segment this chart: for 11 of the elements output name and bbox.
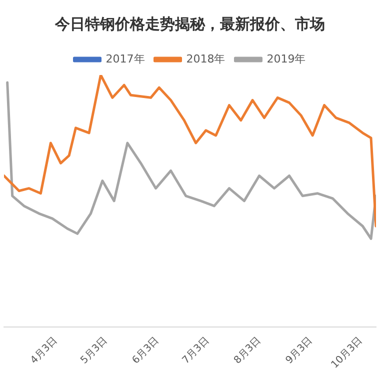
legend-label: 2017年 <box>106 52 145 66</box>
x-tick-label: 4月3日 <box>28 335 60 366</box>
x-tick-label: 6月3日 <box>130 335 162 366</box>
x-tick-label: 9月3日 <box>284 335 315 366</box>
x-tick-label: 10月3日 <box>330 335 365 371</box>
legend-label: 2019年 <box>266 52 306 66</box>
x-tick-label: 5月3日 <box>78 335 110 366</box>
chart-title: 今日特钢价格走势揭秘，最新报价、市场 <box>54 14 325 33</box>
legend-label: 2018年 <box>186 52 226 66</box>
x-tick-label: 7月3日 <box>180 335 212 366</box>
x-tick-label: 8月3日 <box>232 335 264 366</box>
